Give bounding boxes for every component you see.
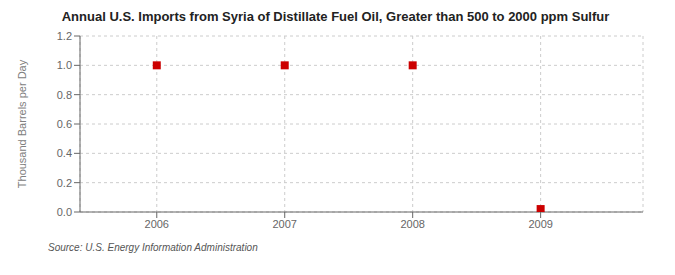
svg-text:0.2: 0.2	[57, 177, 72, 189]
svg-text:0.6: 0.6	[57, 118, 72, 130]
svg-text:2008: 2008	[400, 218, 424, 230]
svg-text:2006: 2006	[145, 218, 169, 230]
svg-text:2009: 2009	[528, 218, 552, 230]
html-text:Annual U.S. Imports from Syria: Annual U.S. Imports from Syria of Distil…	[61, 9, 610, 24]
svg-text:0.4: 0.4	[57, 147, 72, 159]
html-text:Source: U.S. Energy Informatio: Source: U.S. Energy Information Administ…	[48, 242, 258, 253]
svg-text:Thousand Barrels per Day: Thousand Barrels per Day	[16, 59, 28, 188]
svg-text:1.2: 1.2	[57, 30, 72, 42]
svg-text:2007: 2007	[272, 218, 296, 230]
svg-text:1.0: 1.0	[57, 59, 72, 71]
svg-text:0.0: 0.0	[57, 206, 72, 218]
svg-text:0.8: 0.8	[57, 89, 72, 101]
